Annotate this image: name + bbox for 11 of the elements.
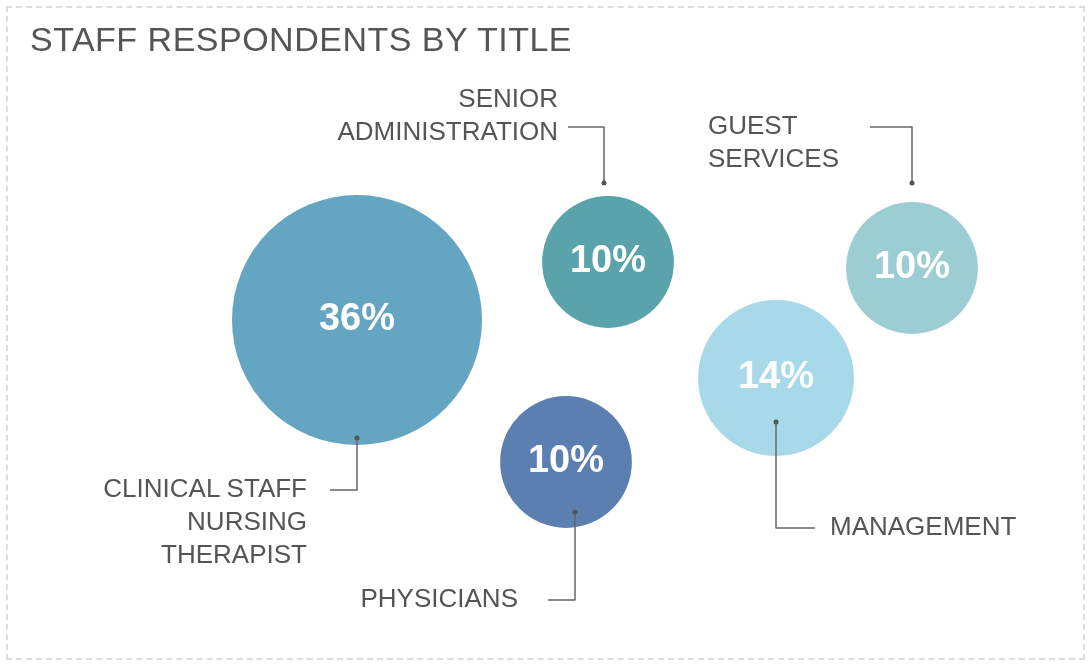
category-label: CLINICAL STAFF NURSING THERAPIST bbox=[103, 473, 308, 570]
data-label: 10% bbox=[569, 238, 647, 281]
data-label: 10% bbox=[873, 244, 951, 287]
data-label: 36% bbox=[318, 296, 396, 339]
category-label: SENIOR ADMINISTRATION bbox=[337, 83, 558, 147]
category-label: MANAGEMENT bbox=[830, 511, 1017, 542]
category-label: PHYSICIANS bbox=[360, 583, 518, 614]
data-label: 14% bbox=[737, 354, 815, 397]
category-label: GUEST SERVICES bbox=[708, 110, 840, 174]
text: STAFF RESPONDENTS BY TITLE bbox=[30, 20, 572, 59]
data-label: 10% bbox=[527, 438, 605, 481]
